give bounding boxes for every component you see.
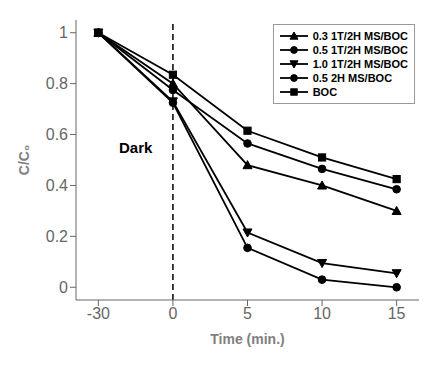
html-text:1.0 1T/2H MS/BOC: 1.0 1T/2H MS/BOC — [312, 58, 408, 70]
svg-text:-30: -30 — [87, 305, 110, 322]
svg-text:0.8: 0.8 — [46, 75, 68, 92]
svg-text:5: 5 — [243, 305, 252, 322]
svg-text:10: 10 — [313, 305, 331, 322]
svg-text:0: 0 — [59, 279, 68, 296]
svg-text:0: 0 — [168, 305, 177, 322]
svg-text:15: 15 — [388, 305, 406, 322]
html-text:BOC: BOC — [312, 86, 338, 98]
html-text:0.3 1T/2H MS/BOC: 0.3 1T/2H MS/BOC — [312, 30, 408, 42]
html-text:0.5 2H MS/BOC: 0.5 2H MS/BOC — [312, 72, 393, 84]
svg-text:0.6: 0.6 — [46, 126, 68, 143]
svg-text:Time (min.): Time (min.) — [210, 331, 284, 347]
svg-text:0.2: 0.2 — [46, 228, 68, 245]
html-text:0.5 1T/2H MS/BOC: 0.5 1T/2H MS/BOC — [312, 44, 408, 56]
svg-text:Dark: Dark — [119, 139, 153, 156]
svg-text:C/C₀: C/C₀ — [16, 145, 32, 175]
svg-text:0.4: 0.4 — [46, 177, 68, 194]
svg-text:1: 1 — [59, 24, 68, 41]
